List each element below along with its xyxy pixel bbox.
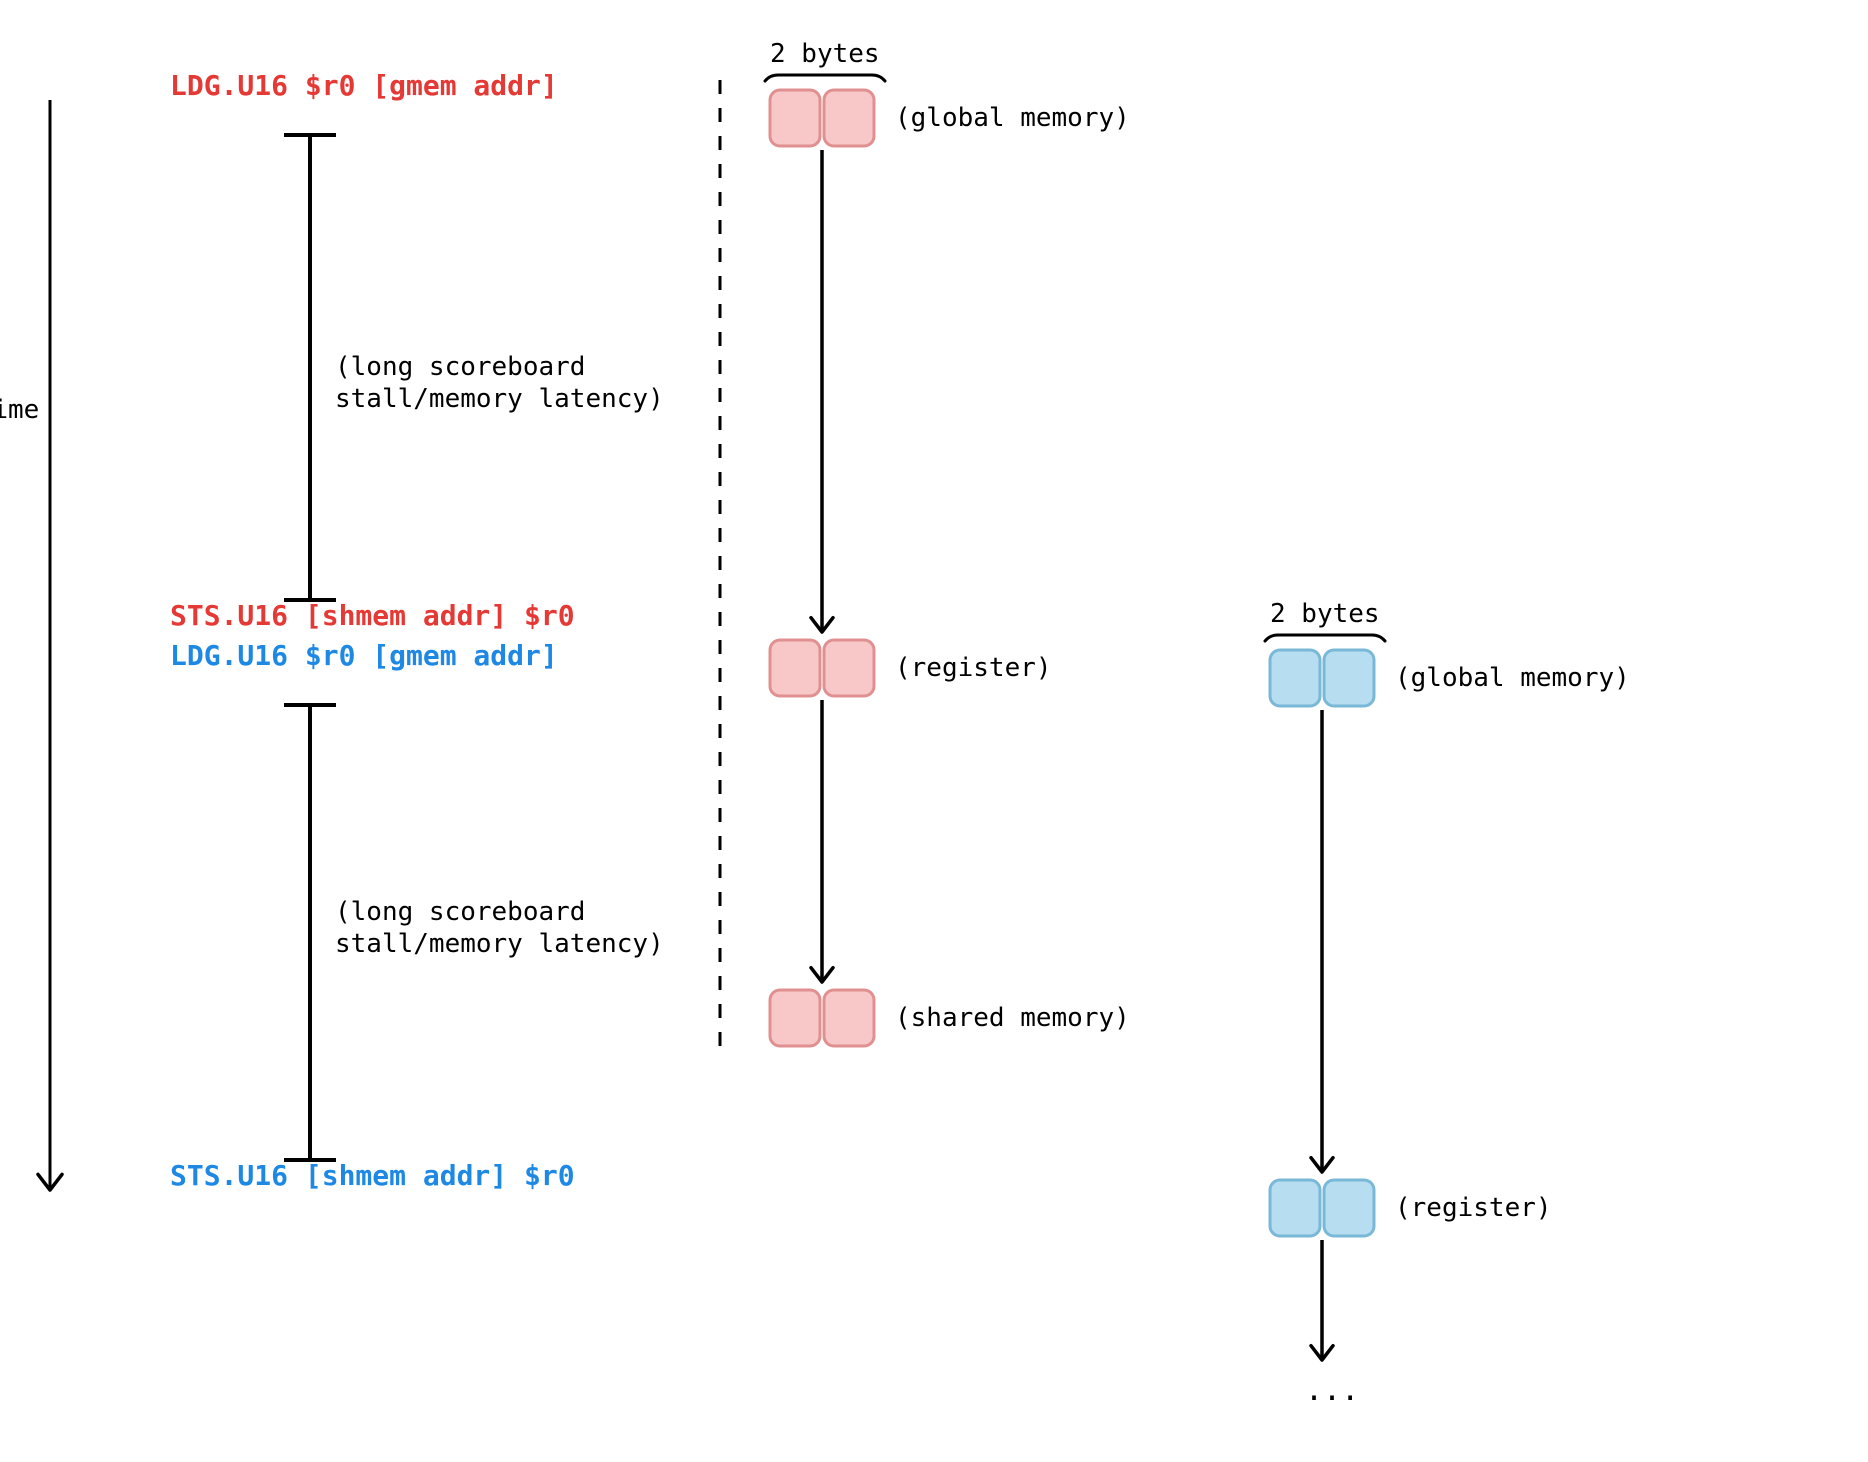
byte-size-label: 2 bytes: [770, 39, 880, 69]
memory-block-label: (shared memory): [895, 1003, 1130, 1033]
memory-cell: [1324, 1180, 1374, 1236]
memory-block-label: (register): [1395, 1193, 1552, 1223]
memory-cell: [770, 990, 820, 1046]
instruction-text: LDG.U16 $r0 [gmem addr]: [170, 639, 558, 672]
latency-label: stall/memory latency): [335, 384, 664, 414]
latency-label: stall/memory latency): [335, 929, 664, 959]
memory-block-label: (global memory): [1395, 663, 1630, 693]
memory-cell: [824, 990, 874, 1046]
memory-block-label: (global memory): [895, 103, 1130, 133]
memory-cell: [1270, 650, 1320, 706]
memory-block-label: (register): [895, 653, 1052, 683]
latency-label: (long scoreboard: [335, 352, 585, 382]
memory-cell: [824, 90, 874, 146]
ellipsis: ...: [1305, 1373, 1359, 1408]
instruction-text: LDG.U16 $r0 [gmem addr]: [170, 69, 558, 102]
time-axis-label: time: [0, 395, 39, 425]
instruction-text: STS.U16 [shmem addr] $r0: [170, 599, 575, 632]
instruction-text: STS.U16 [shmem addr] $r0: [170, 1159, 575, 1192]
memory-cell: [770, 640, 820, 696]
byte-size-label: 2 bytes: [1270, 599, 1380, 629]
memory-cell: [824, 640, 874, 696]
memory-cell: [1324, 650, 1374, 706]
memory-cell: [770, 90, 820, 146]
latency-label: (long scoreboard: [335, 897, 585, 927]
memory-cell: [1270, 1180, 1320, 1236]
